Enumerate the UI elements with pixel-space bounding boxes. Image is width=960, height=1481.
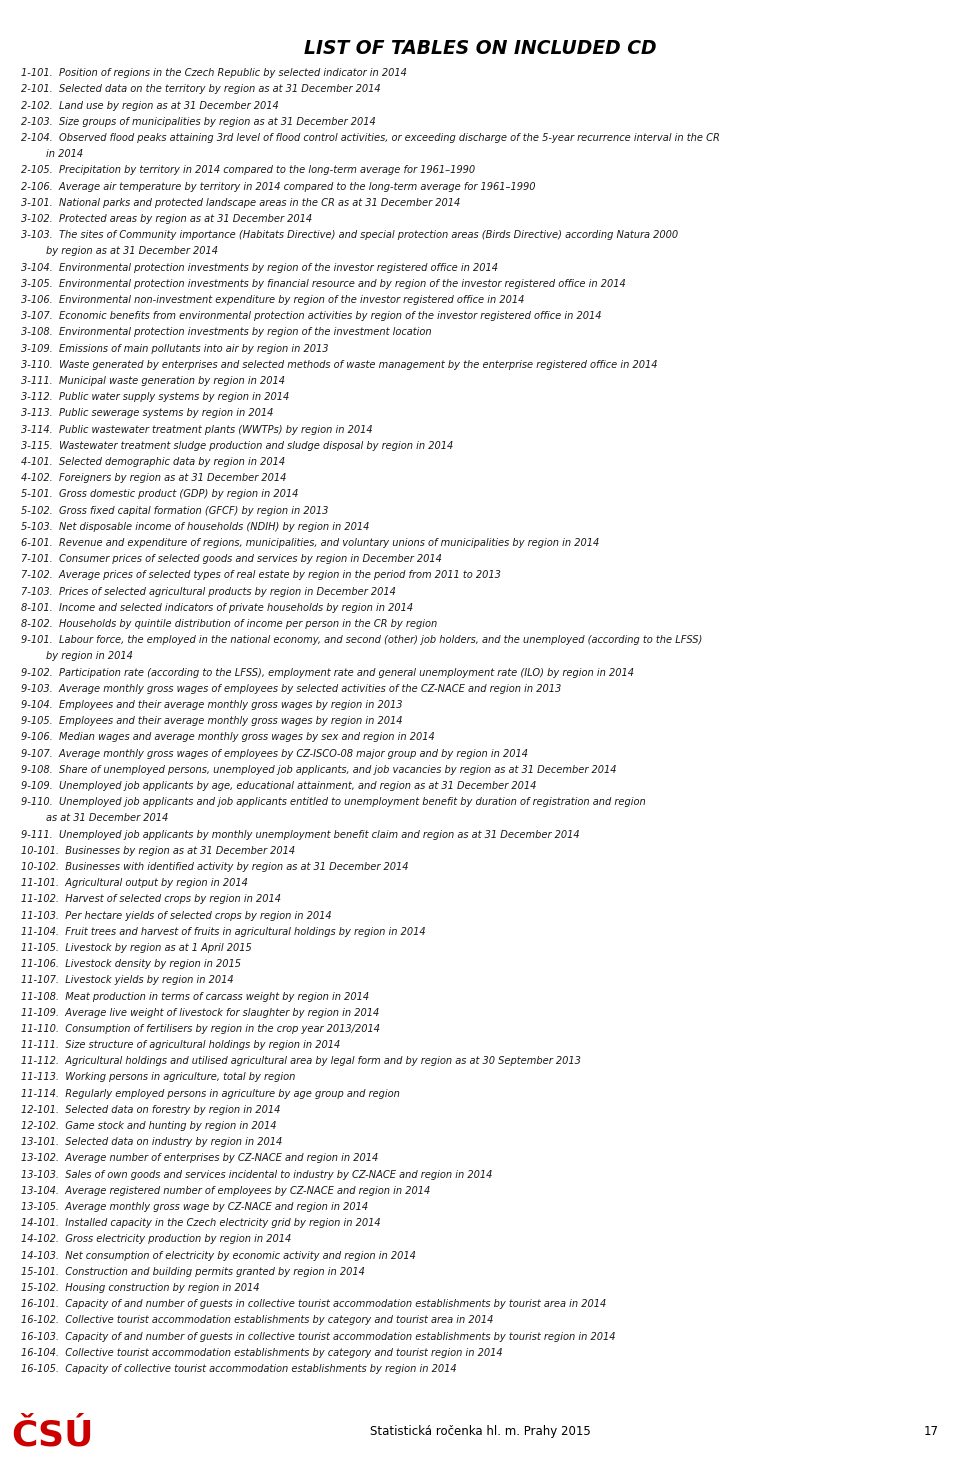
Text: 3-101.  National parks and protected landscape areas in the CR as at 31 December: 3-101. National parks and protected land…	[21, 198, 461, 207]
Text: 16-104.  Collective tourist accommodation establishments by category and tourist: 16-104. Collective tourist accommodation…	[21, 1348, 503, 1358]
Text: 13-104.  Average registered number of employees by CZ-NACE and region in 2014: 13-104. Average registered number of emp…	[21, 1186, 430, 1195]
Text: 3-102.  Protected areas by region as at 31 December 2014: 3-102. Protected areas by region as at 3…	[21, 213, 312, 224]
Text: 9-110.  Unemployed job applicants and job applicants entitled to unemployment be: 9-110. Unemployed job applicants and job…	[21, 797, 646, 807]
Text: 3-105.  Environmental protection investments by financial resource and by region: 3-105. Environmental protection investme…	[21, 278, 626, 289]
Text: 11-108.  Meat production in terms of carcass weight by region in 2014: 11-108. Meat production in terms of carc…	[21, 991, 370, 1001]
Text: 11-112.  Agricultural holdings and utilised agricultural area by legal form and : 11-112. Agricultural holdings and utilis…	[21, 1056, 581, 1066]
Text: 14-102.  Gross electricity production by region in 2014: 14-102. Gross electricity production by …	[21, 1235, 292, 1244]
Text: 14-101.  Installed capacity in the Czech electricity grid by region in 2014: 14-101. Installed capacity in the Czech …	[21, 1219, 381, 1228]
Text: 3-103.  The sites of Community importance (Habitats Directive) and special prote: 3-103. The sites of Community importance…	[21, 230, 679, 240]
Text: 7-103.  Prices of selected agricultural products by region in December 2014: 7-103. Prices of selected agricultural p…	[21, 586, 396, 597]
Text: 3-115.  Wastewater treatment sludge production and sludge disposal by region in : 3-115. Wastewater treatment sludge produ…	[21, 441, 453, 450]
Text: 8-102.  Households by quintile distribution of income per person in the CR by re: 8-102. Households by quintile distributi…	[21, 619, 438, 629]
Text: 12-102.  Game stock and hunting by region in 2014: 12-102. Game stock and hunting by region…	[21, 1121, 276, 1131]
Text: 4-101.  Selected demographic data by region in 2014: 4-101. Selected demographic data by regi…	[21, 458, 285, 467]
Text: 5-103.  Net disposable income of households (NDIH) by region in 2014: 5-103. Net disposable income of househol…	[21, 521, 370, 532]
Text: by region in 2014: by region in 2014	[21, 652, 133, 662]
Text: 11-114.  Regularly employed persons in agriculture by age group and region: 11-114. Regularly employed persons in ag…	[21, 1089, 400, 1099]
Text: in 2014: in 2014	[21, 150, 84, 158]
Text: 12-101.  Selected data on forestry by region in 2014: 12-101. Selected data on forestry by reg…	[21, 1105, 280, 1115]
Text: 7-102.  Average prices of selected types of real estate by region in the period : 7-102. Average prices of selected types …	[21, 570, 501, 581]
Text: 15-101.  Construction and building permits granted by region in 2014: 15-101. Construction and building permit…	[21, 1266, 365, 1277]
Text: 9-106.  Median wages and average monthly gross wages by sex and region in 2014: 9-106. Median wages and average monthly …	[21, 732, 435, 742]
Text: 5-102.  Gross fixed capital formation (GFCF) by region in 2013: 5-102. Gross fixed capital formation (GF…	[21, 505, 328, 515]
Text: 8-101.  Income and selected indicators of private households by region in 2014: 8-101. Income and selected indicators of…	[21, 603, 413, 613]
Text: 10-102.  Businesses with identified activity by region as at 31 December 2014: 10-102. Businesses with identified activ…	[21, 862, 409, 872]
Text: 3-106.  Environmental non-investment expenditure by region of the investor regis: 3-106. Environmental non-investment expe…	[21, 295, 524, 305]
Text: 5-101.  Gross domestic product (GDP) by region in 2014: 5-101. Gross domestic product (GDP) by r…	[21, 489, 299, 499]
Text: 7-101.  Consumer prices of selected goods and services by region in December 201: 7-101. Consumer prices of selected goods…	[21, 554, 442, 564]
Text: 11-106.  Livestock density by region in 2015: 11-106. Livestock density by region in 2…	[21, 960, 241, 969]
Text: 9-105.  Employees and their average monthly gross wages by region in 2014: 9-105. Employees and their average month…	[21, 717, 402, 726]
Text: 11-103.  Per hectare yields of selected crops by region in 2014: 11-103. Per hectare yields of selected c…	[21, 911, 332, 921]
Text: 11-104.  Fruit trees and harvest of fruits in agricultural holdings by region in: 11-104. Fruit trees and harvest of fruit…	[21, 927, 425, 936]
Text: 9-111.  Unemployed job applicants by monthly unemployment benefit claim and regi: 9-111. Unemployed job applicants by mont…	[21, 829, 580, 840]
Text: 2-101.  Selected data on the territory by region as at 31 December 2014: 2-101. Selected data on the territory by…	[21, 84, 381, 95]
Text: 13-101.  Selected data on industry by region in 2014: 13-101. Selected data on industry by reg…	[21, 1137, 282, 1148]
Text: 11-110.  Consumption of fertilisers by region in the crop year 2013/2014: 11-110. Consumption of fertilisers by re…	[21, 1023, 380, 1034]
Text: 9-108.  Share of unemployed persons, unemployed job applicants, and job vacancie: 9-108. Share of unemployed persons, unem…	[21, 764, 616, 775]
Text: 10-101.  Businesses by region as at 31 December 2014: 10-101. Businesses by region as at 31 De…	[21, 846, 296, 856]
Text: 1-101.  Position of regions in the Czech Republic by selected indicator in 2014: 1-101. Position of regions in the Czech …	[21, 68, 407, 78]
Text: 15-102.  Housing construction by region in 2014: 15-102. Housing construction by region i…	[21, 1283, 259, 1293]
Text: 11-101.  Agricultural output by region in 2014: 11-101. Agricultural output by region in…	[21, 878, 248, 889]
Text: 16-102.  Collective tourist accommodation establishments by category and tourist: 16-102. Collective tourist accommodation…	[21, 1315, 493, 1325]
Text: 3-111.  Municipal waste generation by region in 2014: 3-111. Municipal waste generation by reg…	[21, 376, 285, 387]
Text: by region as at 31 December 2014: by region as at 31 December 2014	[21, 246, 218, 256]
Text: 2-104.  Observed flood peaks attaining 3rd level of flood control activities, or: 2-104. Observed flood peaks attaining 3r…	[21, 133, 720, 144]
Text: 11-113.  Working persons in agriculture, total by region: 11-113. Working persons in agriculture, …	[21, 1072, 296, 1083]
Text: 9-104.  Employees and their average monthly gross wages by region in 2013: 9-104. Employees and their average month…	[21, 701, 402, 709]
Text: 2-103.  Size groups of municipalities by region as at 31 December 2014: 2-103. Size groups of municipalities by …	[21, 117, 376, 127]
Text: 11-102.  Harvest of selected crops by region in 2014: 11-102. Harvest of selected crops by reg…	[21, 895, 281, 905]
Text: 9-101.  Labour force, the employed in the national economy, and second (other) j: 9-101. Labour force, the employed in the…	[21, 635, 703, 646]
Text: 2-105.  Precipitation by territory in 2014 compared to the long-term average for: 2-105. Precipitation by territory in 201…	[21, 166, 475, 175]
Text: 9-109.  Unemployed job applicants by age, educational attainment, and region as : 9-109. Unemployed job applicants by age,…	[21, 780, 537, 791]
Text: 3-104.  Environmental protection investments by region of the investor registere: 3-104. Environmental protection investme…	[21, 262, 498, 273]
Text: 9-103.  Average monthly gross wages of employees by selected activities of the C: 9-103. Average monthly gross wages of em…	[21, 684, 562, 693]
Text: 2-106.  Average air temperature by territory in 2014 compared to the long-term a: 2-106. Average air temperature by territ…	[21, 182, 536, 191]
Text: ČSÚ: ČSÚ	[12, 1419, 94, 1453]
Text: 11-109.  Average live weight of livestock for slaughter by region in 2014: 11-109. Average live weight of livestock…	[21, 1007, 379, 1017]
Text: 6-101.  Revenue and expenditure of regions, municipalities, and voluntary unions: 6-101. Revenue and expenditure of region…	[21, 538, 599, 548]
Text: 3-113.  Public sewerage systems by region in 2014: 3-113. Public sewerage systems by region…	[21, 409, 274, 418]
Text: 9-107.  Average monthly gross wages of employees by CZ-ISCO-08 major group and b: 9-107. Average monthly gross wages of em…	[21, 748, 528, 758]
Text: 13-102.  Average number of enterprises by CZ-NACE and region in 2014: 13-102. Average number of enterprises by…	[21, 1154, 378, 1164]
Text: Statistická ročenka hl. m. Prahy 2015: Statistická ročenka hl. m. Prahy 2015	[370, 1425, 590, 1438]
Text: 13-105.  Average monthly gross wage by CZ-NACE and region in 2014: 13-105. Average monthly gross wage by CZ…	[21, 1203, 369, 1211]
Text: 11-107.  Livestock yields by region in 2014: 11-107. Livestock yields by region in 20…	[21, 976, 233, 985]
Text: 2-102.  Land use by region as at 31 December 2014: 2-102. Land use by region as at 31 Decem…	[21, 101, 278, 111]
Text: 3-114.  Public wastewater treatment plants (WWTPs) by region in 2014: 3-114. Public wastewater treatment plant…	[21, 425, 372, 434]
Text: 3-108.  Environmental protection investments by region of the investment locatio: 3-108. Environmental protection investme…	[21, 327, 432, 338]
Text: LIST OF TABLES ON INCLUDED CD: LIST OF TABLES ON INCLUDED CD	[303, 39, 657, 58]
Text: as at 31 December 2014: as at 31 December 2014	[21, 813, 168, 823]
Text: 16-105.  Capacity of collective tourist accommodation establishments by region i: 16-105. Capacity of collective tourist a…	[21, 1364, 457, 1374]
Text: 11-111.  Size structure of agricultural holdings by region in 2014: 11-111. Size structure of agricultural h…	[21, 1040, 341, 1050]
Text: 11-105.  Livestock by region as at 1 April 2015: 11-105. Livestock by region as at 1 Apri…	[21, 943, 252, 952]
Text: 16-103.  Capacity of and number of guests in collective tourist accommodation es: 16-103. Capacity of and number of guests…	[21, 1331, 615, 1342]
Text: 3-112.  Public water supply systems by region in 2014: 3-112. Public water supply systems by re…	[21, 392, 289, 403]
Text: 3-110.  Waste generated by enterprises and selected methods of waste management : 3-110. Waste generated by enterprises an…	[21, 360, 658, 370]
Text: 13-103.  Sales of own goods and services incidental to industry by CZ-NACE and r: 13-103. Sales of own goods and services …	[21, 1170, 492, 1180]
Text: 3-109.  Emissions of main pollutants into air by region in 2013: 3-109. Emissions of main pollutants into…	[21, 344, 328, 354]
Text: 16-101.  Capacity of and number of guests in collective tourist accommodation es: 16-101. Capacity of and number of guests…	[21, 1299, 607, 1309]
Text: 14-103.  Net consumption of electricity by economic activity and region in 2014: 14-103. Net consumption of electricity b…	[21, 1250, 416, 1260]
Text: 17: 17	[924, 1425, 939, 1438]
Text: 9-102.  Participation rate (according to the LFSS), employment rate and general : 9-102. Participation rate (according to …	[21, 668, 635, 677]
Text: 3-107.  Economic benefits from environmental protection activities by region of : 3-107. Economic benefits from environmen…	[21, 311, 602, 321]
Text: 4-102.  Foreigners by region as at 31 December 2014: 4-102. Foreigners by region as at 31 Dec…	[21, 472, 286, 483]
